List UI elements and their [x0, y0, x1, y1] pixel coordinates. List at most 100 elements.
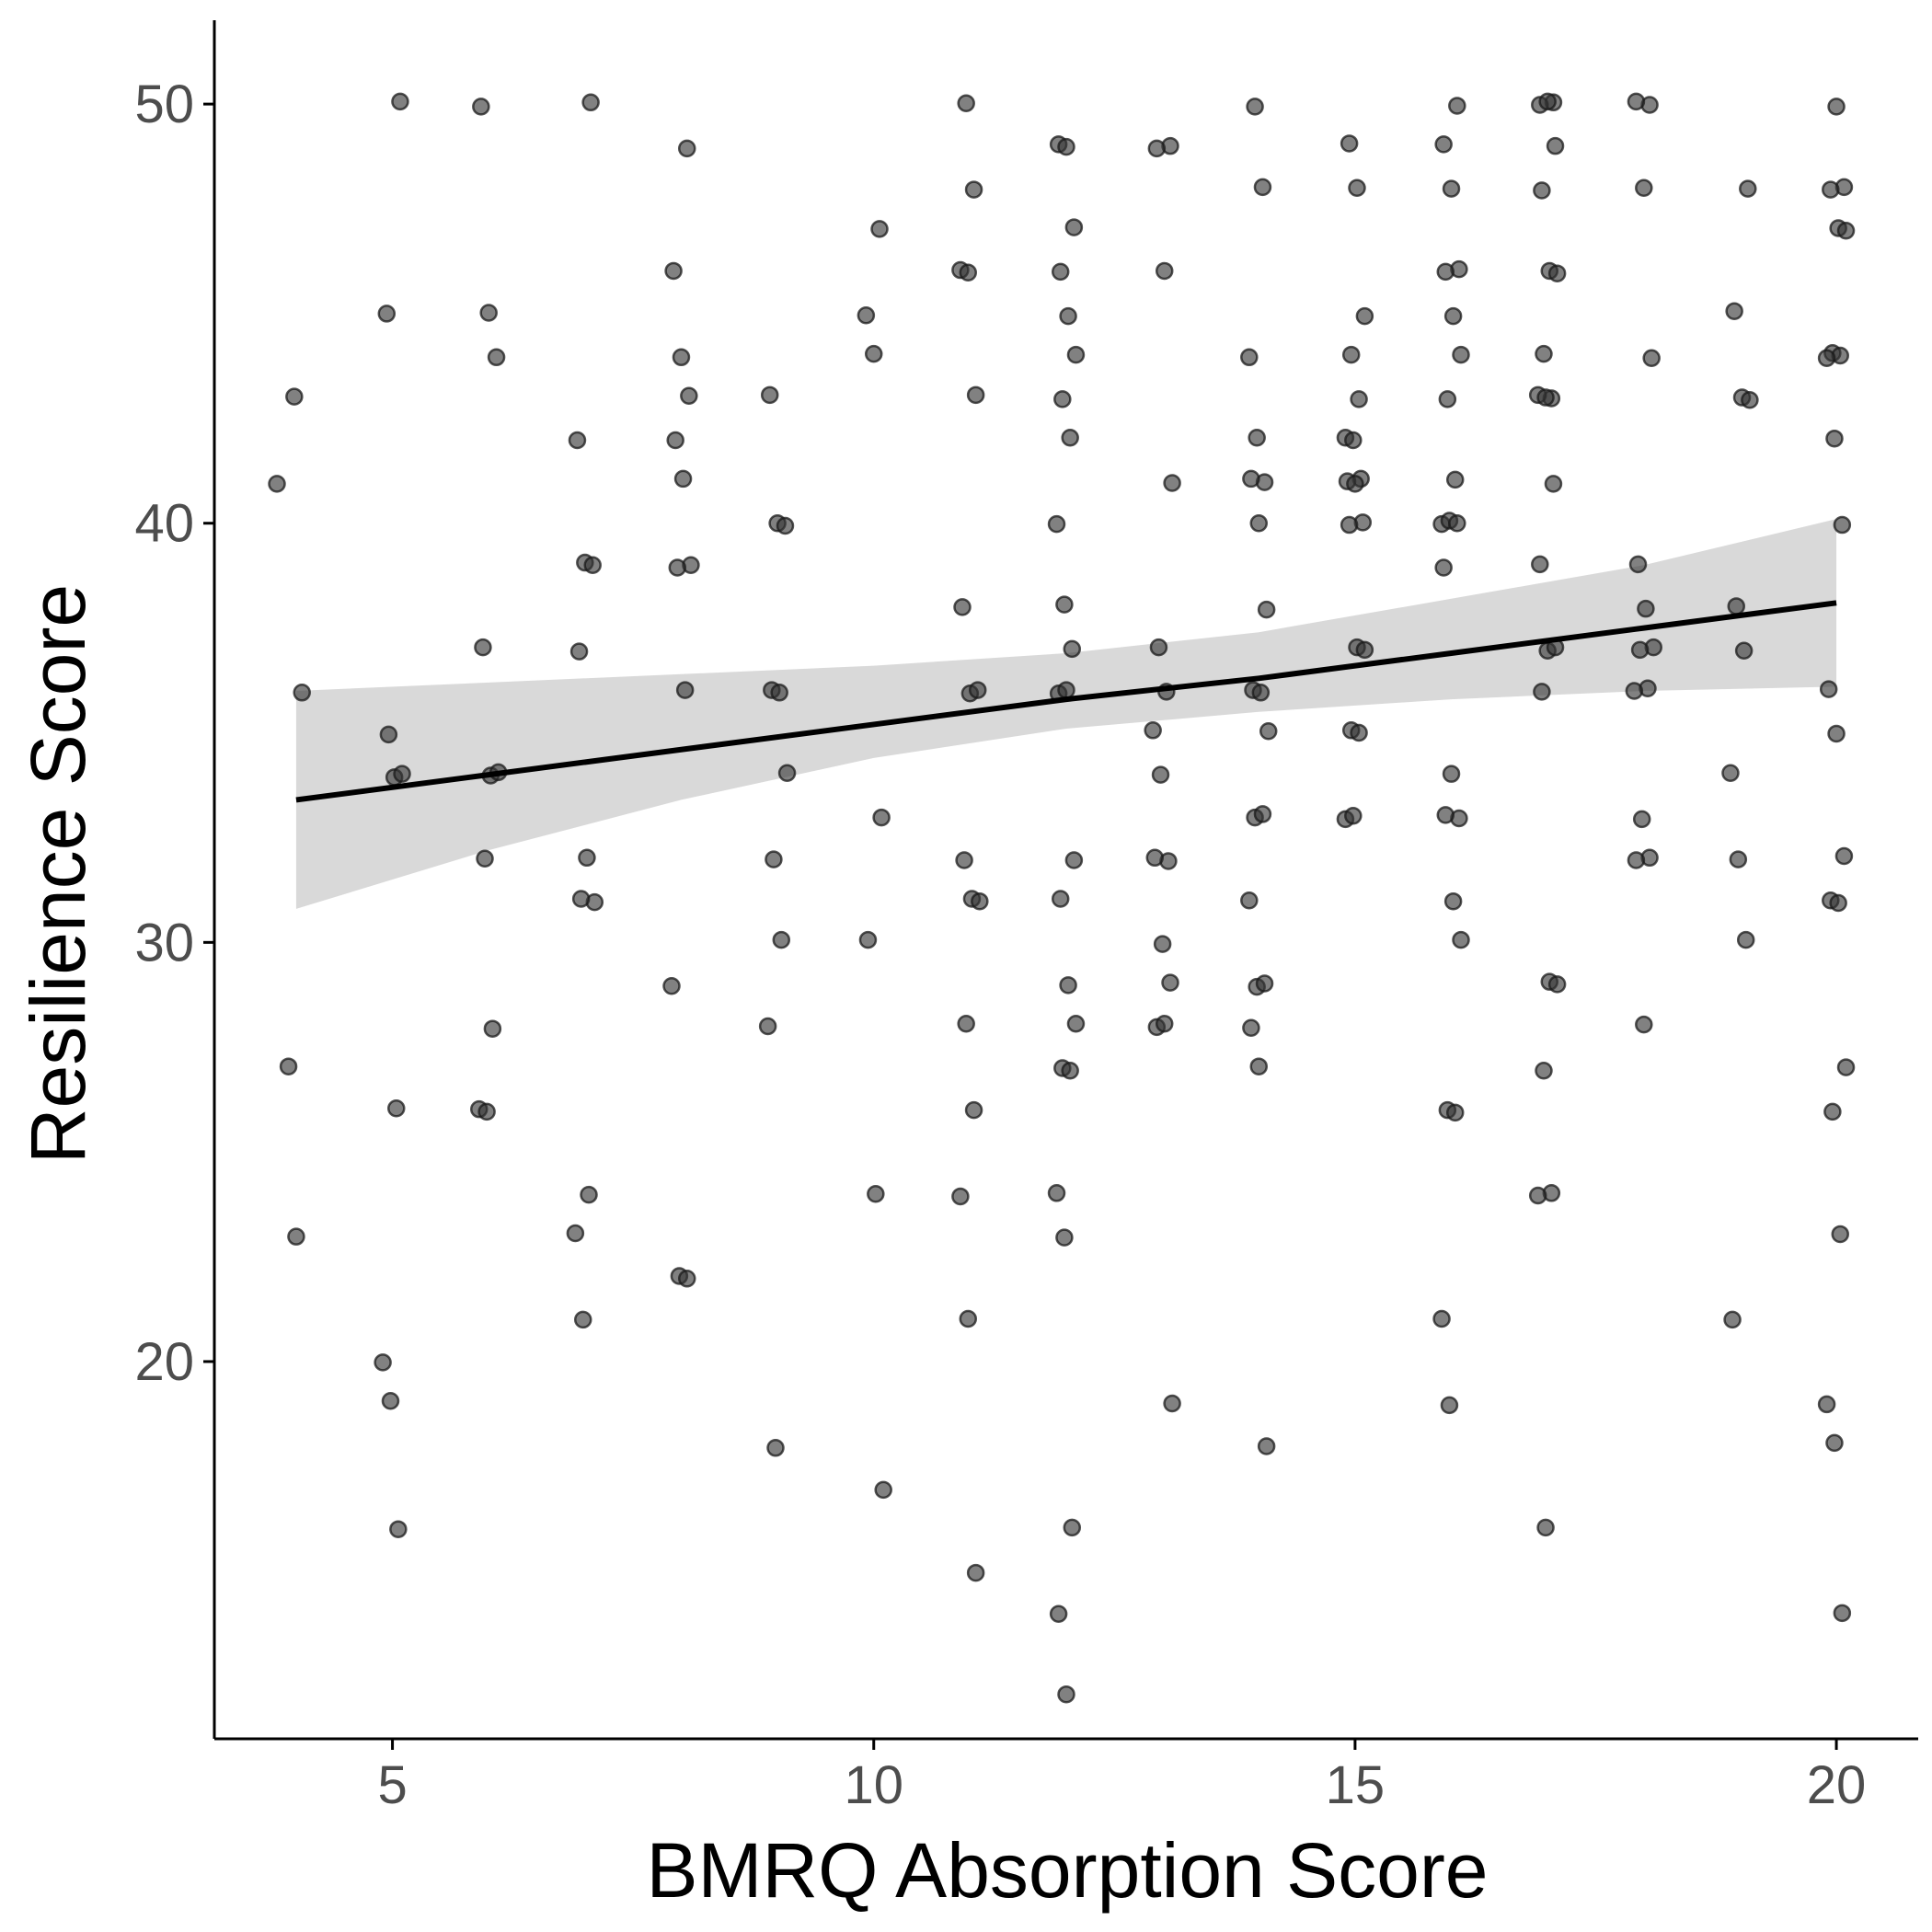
data-point: [777, 764, 797, 783]
data-point: [966, 1563, 985, 1582]
data-point: [1061, 1062, 1079, 1080]
data-point: [381, 1392, 400, 1410]
y-tick-label: 20: [134, 1332, 194, 1392]
data-point: [1059, 306, 1077, 326]
data-point: [1452, 345, 1470, 364]
data-point: [379, 725, 398, 744]
data-point: [1829, 893, 1847, 913]
data-point: [1055, 595, 1074, 614]
data-point: [680, 386, 698, 405]
data-point: [1147, 139, 1167, 158]
data-point: [1528, 1186, 1547, 1205]
data-point: [1635, 1015, 1653, 1034]
data-point: [1434, 135, 1453, 154]
data-point: [1741, 391, 1759, 409]
data-point: [1163, 474, 1181, 492]
data-point: [1051, 890, 1070, 908]
data-point: [1047, 1184, 1066, 1202]
data-point: [1536, 1518, 1555, 1537]
data-point: [479, 304, 498, 322]
data-point: [953, 598, 972, 616]
data-point: [279, 1057, 298, 1075]
data-point: [1536, 388, 1555, 407]
data-points-layer: [268, 92, 1856, 1704]
data-point: [1161, 973, 1179, 992]
data-point: [968, 681, 987, 699]
data-point: [675, 681, 695, 699]
data-point: [1445, 1103, 1465, 1122]
data-point: [1448, 97, 1466, 115]
data-point: [1442, 765, 1461, 783]
data-point: [1350, 723, 1368, 742]
data-point: [1836, 1058, 1856, 1076]
regression-line: [295, 600, 1837, 803]
data-point: [858, 930, 878, 949]
data-point: [1723, 1310, 1742, 1329]
data-point: [1340, 515, 1359, 535]
data-point: [1251, 684, 1271, 702]
data-point: [1055, 1228, 1074, 1247]
data-point: [766, 1439, 785, 1457]
data-point: [578, 848, 596, 868]
data-point: [1053, 390, 1072, 408]
data-point: [287, 1227, 305, 1246]
data-point: [483, 1019, 502, 1038]
y-tick-label: 40: [134, 494, 194, 554]
data-point: [580, 1185, 598, 1204]
data-point: [1355, 640, 1374, 660]
data-point: [1831, 1225, 1849, 1244]
data-point: [1063, 639, 1082, 659]
data-point: [1827, 724, 1846, 743]
data-point: [1340, 134, 1359, 153]
data-point: [1440, 1396, 1459, 1415]
x-tick-label: 5: [377, 1755, 407, 1815]
data-point: [1257, 600, 1276, 619]
data-point: [1442, 179, 1461, 198]
y-tick-label: 50: [134, 75, 194, 134]
data-point: [1155, 1014, 1174, 1033]
data-point: [758, 1017, 777, 1036]
regression-line-layer: [295, 600, 1837, 803]
data-point: [1066, 345, 1086, 364]
data-point: [1259, 721, 1278, 741]
data-point: [1823, 1102, 1842, 1121]
data-point: [377, 305, 397, 323]
data-point: [1344, 431, 1363, 450]
data-point: [1452, 930, 1470, 949]
data-point: [566, 1224, 585, 1243]
data-point: [668, 558, 687, 577]
data-point: [1443, 891, 1463, 911]
data-point: [1531, 555, 1549, 574]
data-point: [1834, 846, 1854, 866]
data-point: [568, 431, 587, 450]
data-point: [770, 684, 788, 702]
data-point: [1344, 806, 1363, 825]
data-point: [1341, 345, 1361, 364]
data-point: [1438, 390, 1457, 408]
data-point: [1736, 930, 1755, 949]
data-point: [1547, 264, 1567, 282]
data-point: [1627, 851, 1646, 869]
data-point: [1355, 306, 1374, 326]
data-point: [1533, 683, 1551, 701]
data-point: [583, 556, 602, 575]
data-point: [1445, 470, 1465, 489]
data-point: [1627, 92, 1646, 111]
data-point: [857, 305, 876, 325]
x-axis-title: BMRQ Absorption Score: [646, 1827, 1488, 1914]
data-point: [1432, 1309, 1451, 1328]
data-point: [1063, 1518, 1082, 1537]
data-point: [1242, 1018, 1260, 1038]
data-point: [1635, 178, 1653, 197]
data-point: [1547, 975, 1567, 994]
data-point: [760, 385, 779, 405]
data-point: [1637, 599, 1655, 618]
data-point: [391, 92, 409, 111]
data-point: [1145, 848, 1165, 868]
data-point: [957, 1014, 975, 1033]
data-point: [1151, 765, 1170, 784]
data-point: [1436, 262, 1455, 282]
y-axis-title: Resilience Score: [15, 584, 101, 1164]
data-point: [666, 431, 684, 450]
confidence-band-layer: [295, 519, 1837, 909]
